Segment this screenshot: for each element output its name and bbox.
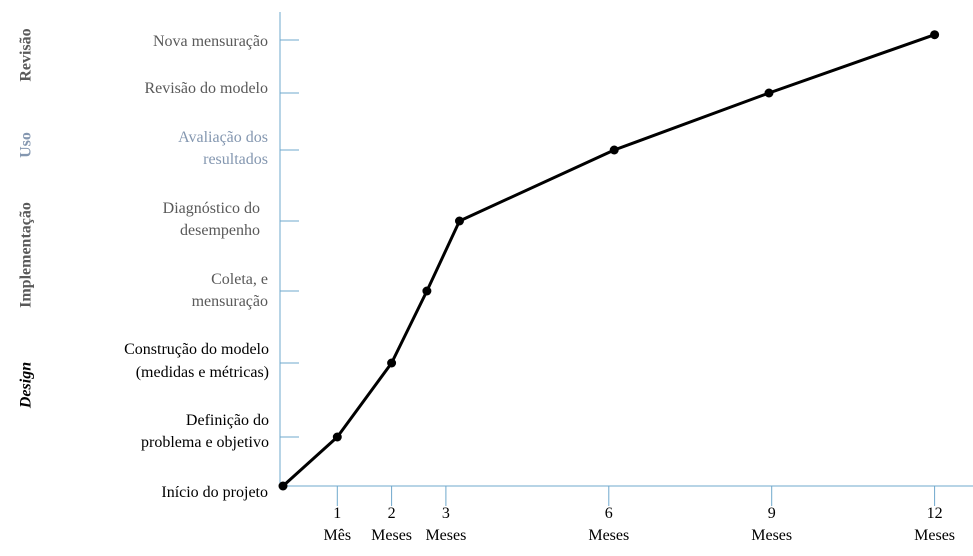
data-point: [454, 216, 464, 226]
data-point: [332, 432, 342, 442]
x-tick-number: 3: [442, 505, 450, 522]
stage-label: mensuração: [192, 293, 268, 310]
stage-label: problema e objetivo: [141, 434, 269, 451]
x-tick-number: 1: [333, 505, 341, 522]
phase-labels: Design Implementação Uso Revisão: [18, 28, 35, 409]
axes: [279, 12, 973, 487]
data-point: [278, 481, 288, 491]
stage-label: Coleta, e: [211, 271, 268, 288]
stage-label: Definição do: [186, 412, 269, 429]
stage-label: Construção do modelo: [124, 341, 269, 358]
x-tick-unit: Meses: [914, 527, 955, 544]
data-point: [422, 286, 432, 296]
x-tick-unit: Meses: [371, 527, 412, 544]
x-tick-number: 12: [927, 505, 943, 522]
x-tick-number: 9: [768, 505, 776, 522]
x-tick-unit: Mês: [324, 527, 352, 544]
x-tick-unit: Meses: [751, 527, 792, 544]
data-point: [609, 145, 619, 155]
series-line: [281, 33, 936, 488]
phase-label: Design: [18, 362, 35, 409]
series: [278, 30, 940, 491]
stage-label: Avaliação dos: [178, 129, 268, 146]
data-point: [764, 88, 774, 98]
x-tick-unit: Meses: [588, 527, 629, 544]
stage-label: desempenho: [180, 222, 260, 239]
stage-labels: Início do projeto Definição do problema e …: [124, 33, 269, 501]
phase-label: Uso: [18, 132, 35, 158]
phase-label: Revisão: [18, 28, 35, 81]
stage-label: Início do projeto: [161, 484, 268, 501]
stage-label: Nova mensuração: [153, 33, 268, 50]
data-point: [930, 30, 940, 40]
stage-label: Revisão do modelo: [144, 80, 268, 97]
phase-label: Implementação: [18, 202, 35, 308]
x-tick-number: 2: [388, 505, 396, 522]
x-tick-number: 6: [605, 505, 613, 522]
data-point: [387, 358, 397, 368]
stage-label: Diagnóstico do: [163, 200, 260, 217]
stage-label: resultados: [203, 151, 268, 168]
y-ticks: [280, 39, 299, 438]
stage-label: (medidas e métricas): [136, 364, 269, 381]
x-tick-unit: Meses: [425, 527, 466, 544]
x-ticks: 1 Mês 2 Meses 3 Meses 6 Meses 9 Meses 12 Meses: [324, 486, 955, 544]
